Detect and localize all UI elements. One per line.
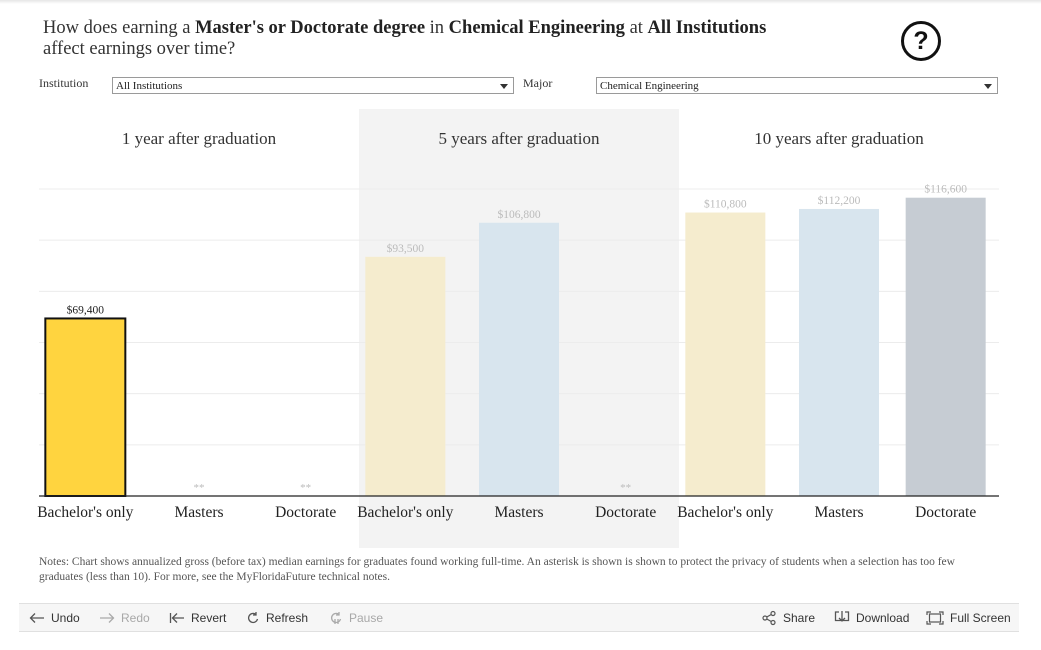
fullscreen-icon	[926, 610, 944, 625]
major-dropdown-value: Chemical Engineering	[600, 80, 699, 92]
chevron-down-icon	[984, 84, 992, 89]
data-label: $112,200	[818, 194, 861, 207]
title-text: at	[624, 18, 648, 38]
category-label: Masters	[494, 504, 543, 521]
chart-notes: Notes: Chart shows annualized gross (bef…	[39, 556, 955, 583]
download-button[interactable]: Download	[834, 604, 909, 631]
category-label: Doctorate	[595, 504, 656, 521]
category-label: Doctorate	[275, 504, 336, 521]
arrow-right-icon	[99, 612, 115, 624]
earnings-chart: 1 year after graduation $69,400 Bachelor's…	[37, 109, 999, 548]
share-icon	[761, 610, 777, 626]
suppressed-label: **	[620, 482, 631, 494]
redo-label: Redo	[121, 610, 150, 625]
revert-label: Revert	[191, 610, 227, 625]
revert-button[interactable]: Revert	[169, 604, 226, 631]
institution-filter-label: Institution	[39, 76, 89, 90]
pause-button[interactable]: Pause	[329, 604, 383, 631]
bar	[685, 212, 766, 496]
title-text: How does earning a	[43, 18, 196, 38]
pause-label: Pause	[349, 610, 384, 625]
undo-label: Undo	[51, 610, 80, 625]
page-title: How does earning a Master's or Doctorate…	[43, 18, 823, 60]
refresh-icon	[246, 611, 260, 625]
revert-icon	[169, 612, 185, 624]
institution-dropdown[interactable]: All Institutions	[112, 77, 514, 94]
panel-title: 1 year after graduation	[122, 129, 277, 148]
pause-icon	[329, 611, 343, 625]
institution-dropdown-value: All Institutions	[116, 80, 183, 92]
refresh-label: Refresh	[266, 610, 309, 625]
panel-title: 5 years after graduation	[439, 129, 600, 148]
data-label: $93,500	[387, 242, 425, 255]
data-label: $110,800	[704, 198, 747, 211]
title-line2: affect earnings over time?	[43, 39, 236, 59]
title-text: in	[425, 18, 449, 38]
bar	[479, 222, 559, 496]
suppressed-label: **	[194, 482, 205, 494]
category-label: Masters	[174, 504, 223, 521]
fullscreen-button[interactable]: Full Screen	[926, 604, 1011, 631]
data-label: $106,800	[497, 208, 540, 221]
top-shadow	[0, 0, 1041, 4]
title-institution: All Institutions	[647, 18, 767, 38]
arrow-left-icon	[29, 612, 45, 624]
share-button[interactable]: Share	[761, 604, 815, 631]
category-label: Bachelor's only	[677, 504, 773, 521]
title-major: Chemical Engineering	[448, 18, 625, 38]
category-label: Bachelor's only	[357, 504, 453, 521]
share-label: Share	[783, 610, 816, 625]
major-filter-label: Major	[523, 76, 553, 90]
fullscreen-label: Full Screen	[950, 610, 1011, 625]
bar	[44, 317, 127, 497]
download-label: Download	[856, 610, 910, 625]
category-label: Masters	[814, 504, 863, 521]
bar	[905, 197, 986, 496]
toolbar: Undo Redo Revert Refresh Pause Share Dow…	[19, 603, 1019, 632]
title-degree: Master's or Doctorate degree	[195, 18, 426, 38]
suppressed-label: **	[300, 482, 311, 494]
redo-button[interactable]: Redo	[99, 604, 150, 631]
chevron-down-icon	[500, 84, 508, 89]
category-label: Bachelor's only	[37, 504, 133, 521]
bar	[799, 208, 879, 496]
undo-button[interactable]: Undo	[29, 604, 80, 631]
data-label: $116,600	[924, 183, 967, 196]
panel-title: 10 years after graduation	[754, 129, 924, 148]
help-icon[interactable]: ?	[901, 21, 941, 61]
download-icon	[834, 610, 850, 626]
category-label: Doctorate	[915, 504, 976, 521]
major-dropdown[interactable]: Chemical Engineering	[596, 77, 998, 94]
refresh-button[interactable]: Refresh	[246, 604, 308, 631]
bar	[365, 256, 446, 496]
data-label: $69,400	[67, 303, 105, 316]
